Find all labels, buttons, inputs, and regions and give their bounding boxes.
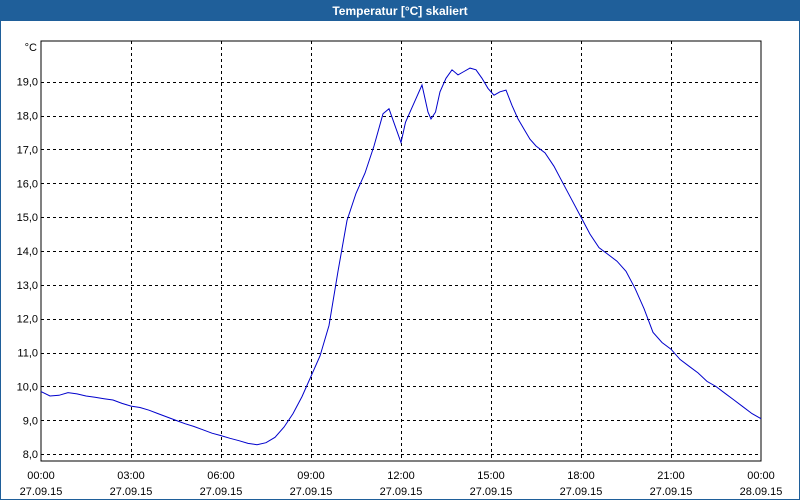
x-tick-time-label: 12:00 — [387, 470, 415, 482]
x-tick-time-label: 09:00 — [297, 470, 325, 482]
y-tick-label: 10,0 — [17, 381, 38, 393]
x-tick-date-label: 27.09.15 — [290, 486, 333, 498]
x-tick-time-label: 00:00 — [747, 470, 775, 482]
y-tick-label: 9,0 — [23, 415, 38, 427]
x-axis-ticks: 00:00 27.09.15 03:00 27.09.15 06:00 27.09.15 0… — [20, 470, 783, 498]
temperature-series-line — [40, 67, 762, 446]
x-tick-time-label: 18:00 — [567, 470, 595, 482]
y-tick-label: 15,0 — [17, 212, 38, 224]
x-tick-time-label: 03:00 — [117, 470, 145, 482]
window-title: Temperatur [°C] skaliert — [1, 1, 799, 21]
x-tick-date-label: 27.09.15 — [200, 486, 243, 498]
y-tick-label: 16,0 — [17, 178, 38, 190]
y-tick-label: 17,0 — [17, 144, 38, 156]
x-tick-date-label: 27.09.15 — [470, 486, 513, 498]
x-tick-date-label: 27.09.15 — [20, 486, 63, 498]
x-tick-time-label: 00:00 — [27, 470, 55, 482]
x-tick-time-label: 15:00 — [477, 470, 505, 482]
y-tick-label: 8,0 — [23, 449, 38, 461]
series-group — [40, 67, 762, 446]
x-tick-date-label: 27.09.15 — [110, 486, 153, 498]
y-tick-label: 14,0 — [17, 246, 38, 258]
grid-lines — [41, 41, 761, 461]
y-tick-label: 13,0 — [17, 280, 38, 292]
y-tick-label: 12,0 — [17, 314, 38, 326]
x-tick-time-label: 21:00 — [657, 470, 685, 482]
y-axis-ticks: 8,0 9,0 10,0 11,0 12,0 13,0 14,0 15,0 16,0 17,0 18… — [17, 77, 38, 462]
y-tick-label: 19,0 — [17, 77, 38, 89]
x-tick-date-label: 28.09.15 — [740, 486, 783, 498]
x-tick-time-label: 06:00 — [207, 470, 235, 482]
y-axis-unit-label: °C — [25, 42, 37, 54]
x-tick-date-label: 27.09.15 — [380, 486, 423, 498]
x-tick-date-label: 27.09.15 — [650, 486, 693, 498]
y-tick-label: 11,0 — [17, 348, 38, 360]
x-tick-date-label: 27.09.15 — [560, 486, 603, 498]
y-tick-label: 18,0 — [17, 111, 38, 123]
